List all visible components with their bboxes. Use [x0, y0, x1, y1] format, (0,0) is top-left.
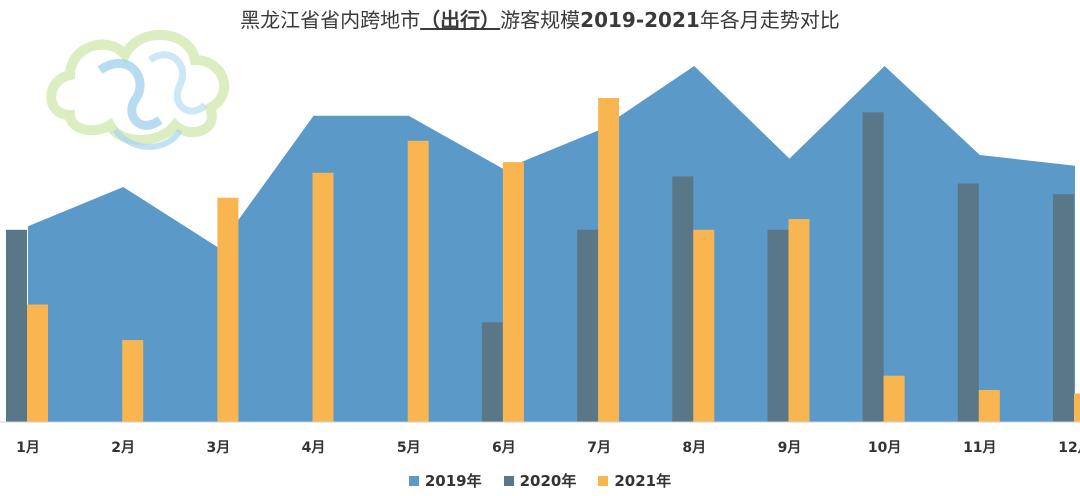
bar-2020-12	[1053, 194, 1074, 422]
bar-2021-6	[502, 162, 524, 422]
bar-2021-4	[312, 172, 334, 422]
bar-2021-1	[27, 304, 48, 422]
bar-2021-5	[407, 140, 429, 423]
x-tick-label: 10月	[868, 440, 901, 456]
x-tick-label: 4月	[302, 440, 326, 456]
title-suffix: 年各月走势对比	[699, 8, 840, 32]
legend-item-2019: 2019年	[408, 470, 482, 491]
cloud-logo-icon	[46, 29, 230, 150]
bar-2021-3	[217, 197, 239, 422]
bar-2020-8	[672, 176, 694, 422]
title-highlight: （出行）	[420, 8, 501, 32]
legend-swatch-2021	[598, 475, 609, 486]
bar-2020-7	[577, 229, 599, 422]
legend-swatch-2019	[408, 475, 419, 486]
chart-title: 黑龙江省省内跨地市（出行）游客规模2019-2021年各月走势对比	[0, 4, 1080, 33]
title-middle: 游客规模	[500, 8, 581, 32]
x-tick-label: 1月	[16, 440, 40, 456]
bar-2021-8	[693, 229, 715, 422]
bar-2021-11	[978, 390, 1000, 422]
legend-item-2021: 2021年	[598, 470, 671, 491]
x-tick-label: 2月	[111, 440, 135, 456]
x-tick-label: 8月	[682, 440, 706, 456]
legend-swatch-2020	[503, 475, 514, 486]
x-tick-label: 11月	[963, 440, 996, 456]
bar-2020-6	[481, 322, 503, 422]
bar-2021-10	[883, 375, 905, 422]
chart-legend: 2019年 2020年 2021年	[0, 470, 1080, 491]
x-tick-label: 3月	[206, 440, 230, 456]
bar-2020-11	[957, 183, 979, 422]
title-years: 2019-2021	[580, 8, 700, 32]
legend-item-2020: 2020年	[503, 470, 577, 491]
title-prefix: 黑龙江省省内跨地市	[240, 8, 421, 32]
legend-label-2020: 2020年	[519, 472, 577, 490]
area-series-2019	[28, 66, 1075, 422]
x-tick-label: 12月	[1058, 440, 1080, 456]
bar-2021-12	[1074, 393, 1080, 422]
bar-2020-1	[6, 229, 27, 422]
legend-label-2019: 2019年	[424, 472, 482, 490]
x-tick-label: 6月	[492, 440, 516, 456]
bar-2021-9	[788, 219, 810, 422]
legend-label-2021: 2021年	[614, 472, 672, 490]
bar-2021-7	[598, 98, 620, 422]
x-tick-label: 5月	[397, 440, 421, 456]
bar-2021-2	[122, 340, 144, 422]
x-tick-label: 9月	[778, 440, 802, 456]
x-tick-label: 7月	[587, 440, 611, 456]
bar-2020-10	[862, 112, 884, 423]
bar-2020-9	[767, 229, 789, 422]
